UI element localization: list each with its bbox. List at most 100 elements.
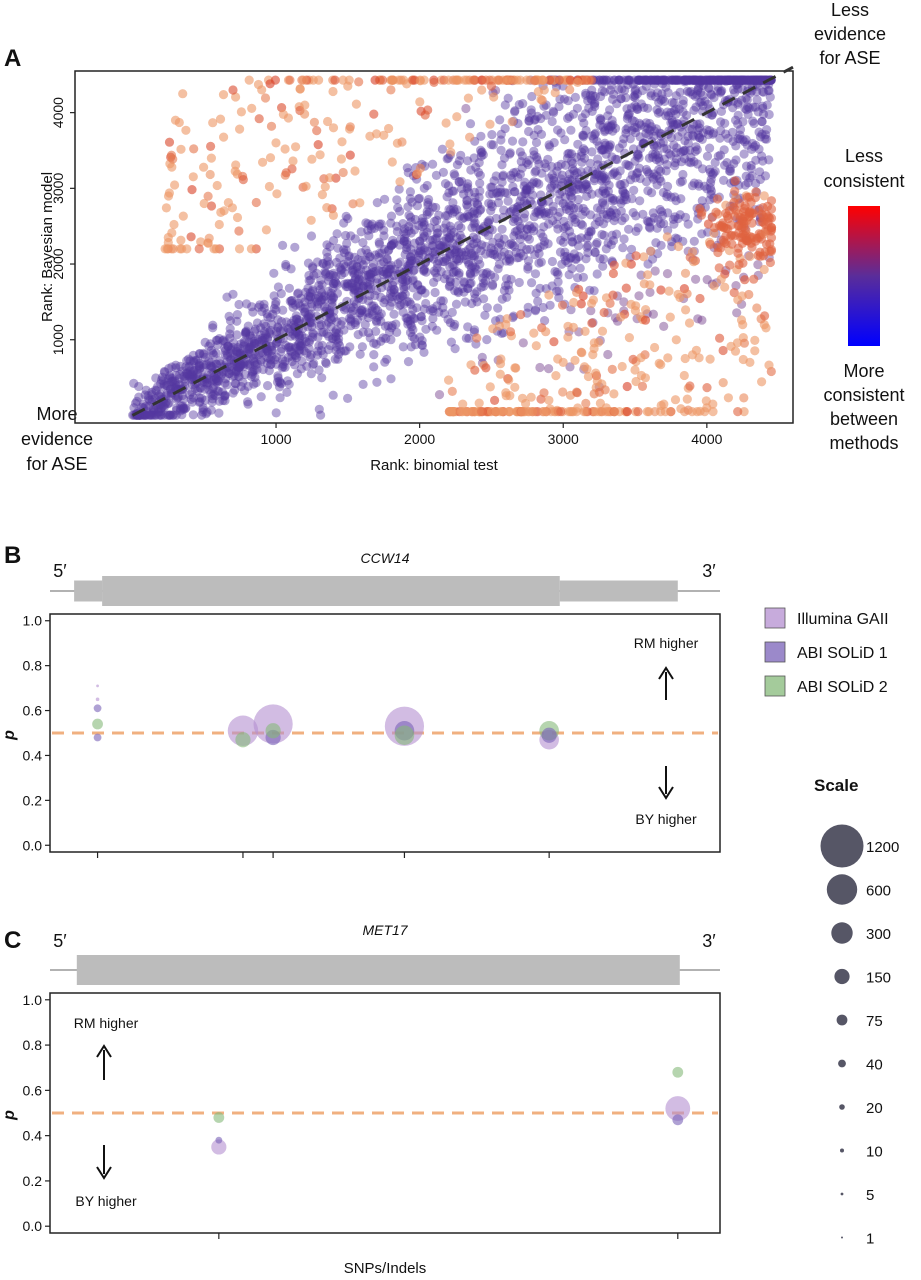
scatter-point (396, 234, 406, 244)
scatter-point (689, 75, 699, 85)
scatter-point (249, 379, 259, 389)
scatter-point (750, 75, 760, 85)
scatter-point (382, 354, 392, 364)
panel-b-gene-model (74, 576, 678, 606)
scatter-point (428, 306, 438, 316)
scatter-point (356, 227, 366, 237)
scatter-point (563, 96, 573, 106)
scale-title: Scale (814, 776, 858, 795)
scatter-point (751, 140, 761, 150)
scatter-point (398, 219, 408, 229)
scatter-point (208, 348, 218, 358)
scatter-point (585, 90, 595, 100)
scatter-point (668, 117, 678, 127)
scatter-point (493, 75, 503, 85)
scatter-point (623, 75, 634, 85)
scatter-point (352, 261, 362, 271)
scatter-point (317, 190, 327, 200)
scatter-point (497, 160, 507, 170)
scatter-point (567, 156, 577, 166)
scatter-point (142, 410, 152, 420)
scatter-point (398, 342, 408, 352)
scatter-point (181, 368, 191, 379)
scatter-point (590, 129, 600, 140)
scatter-point (175, 406, 186, 416)
scatter-point (371, 315, 381, 326)
scatter-point (464, 333, 474, 343)
scatter-point (670, 120, 680, 130)
scatter-point (514, 252, 524, 263)
scatter-point (624, 75, 634, 85)
scatter-point (626, 244, 637, 254)
scatter-point (470, 218, 480, 228)
scatter-point (239, 386, 250, 396)
scatter-point (449, 227, 459, 237)
scatter-point (264, 181, 274, 192)
scatter-point (566, 252, 576, 263)
scatter-point (471, 162, 481, 172)
scatter-point (198, 360, 209, 370)
scatter-point (644, 222, 655, 232)
scatter-point (425, 235, 435, 245)
panel-b-ticks: 0.00.20.40.60.81.0 (23, 613, 550, 858)
scatter-point (573, 273, 583, 283)
scatter-point (400, 289, 410, 299)
scatter-point (608, 205, 618, 215)
scatter-point (667, 75, 678, 85)
scatter-point (635, 173, 645, 184)
scatter-point (372, 198, 382, 208)
scatter-point (363, 282, 373, 292)
scatter-point (664, 75, 674, 85)
scatter-point (547, 116, 557, 127)
scatter-point (189, 144, 199, 154)
scatter-point (159, 381, 169, 391)
scale-label: 75 (866, 1013, 883, 1030)
scatter-point (567, 232, 577, 242)
scatter-point (187, 371, 197, 381)
scatter-point (723, 133, 733, 143)
scatter-point (348, 259, 358, 270)
scatter-point (372, 305, 382, 315)
scatter-point (353, 330, 363, 340)
scatter-point (385, 301, 395, 311)
scatter-point (743, 75, 753, 85)
scatter-point (488, 279, 498, 290)
scatter-point (524, 113, 535, 123)
panel-c-up-arrow-head (96, 1044, 112, 1058)
scatter-point (300, 333, 310, 343)
y-tick-label: 0.6 (23, 1082, 43, 1098)
scatter-point (598, 261, 608, 271)
scatter-point (580, 180, 591, 190)
scatter-point (621, 195, 631, 205)
scatter-point (211, 244, 221, 254)
scatter-point (443, 75, 454, 85)
scatter-point (386, 285, 396, 295)
scatter-point (399, 233, 410, 243)
scatter-point (381, 264, 391, 274)
scatter-point (496, 129, 506, 139)
scatter-point (522, 224, 532, 234)
scatter-point (751, 178, 761, 189)
scatter-point (384, 261, 394, 271)
scatter-point (738, 258, 748, 268)
scatter-point (630, 90, 640, 100)
scatter-point (444, 375, 454, 385)
scatter-point (758, 101, 768, 111)
scatter-point (241, 326, 251, 336)
scatter-point (561, 160, 571, 170)
scatter-point (524, 116, 534, 126)
scatter-point (340, 262, 351, 272)
scatter-point (289, 315, 299, 325)
scatter-point (246, 341, 257, 351)
scatter-point (633, 149, 643, 159)
scatter-point (510, 187, 520, 197)
scatter-point (231, 366, 241, 376)
scatter-point (278, 355, 288, 365)
scatter-point (366, 272, 376, 283)
scatter-point (320, 182, 330, 192)
scatter-point (170, 382, 181, 392)
scatter-point (175, 361, 185, 371)
scatter-point (421, 267, 431, 277)
scatter-point (331, 257, 341, 267)
scatter-point (441, 234, 451, 244)
